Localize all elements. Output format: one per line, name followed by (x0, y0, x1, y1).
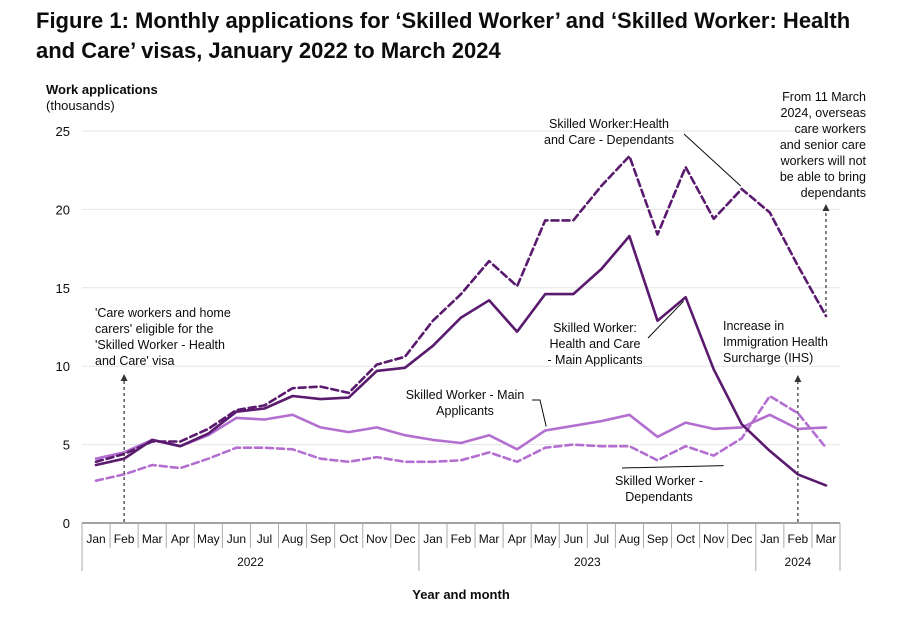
annotation-text: 'Care workers and home carers' eligible f… (95, 306, 231, 368)
x-tick-label: Feb (114, 532, 135, 546)
series-label: Skilled Worker:Health and Care - Dependan… (544, 117, 674, 147)
y-axis-unit: (thousands) (46, 98, 115, 113)
annotation-arrow-head (120, 374, 128, 381)
series-line (94, 154, 828, 464)
series-label-leader (621, 465, 724, 469)
x-tick-label: Jul (594, 532, 609, 546)
x-tick-label: May (534, 532, 557, 546)
x-tick-label: Aug (282, 532, 303, 546)
annotation-arrow-head (822, 204, 830, 211)
x-tick-label: Oct (339, 532, 358, 546)
x-axis: Jan Feb Mar Apr May Jun Jul Aug Sep Oct Nov Dec Jan F… (81, 522, 841, 571)
x-tick-label: May (197, 532, 220, 546)
x-tick-label: Jun (564, 532, 583, 546)
x-tick-label: Jan (760, 532, 779, 546)
x-tick-label: Sep (310, 532, 332, 546)
x-tick-label: Apr (508, 532, 527, 546)
x-tick-label: Feb (451, 532, 472, 546)
annotation-text: Increase in Immigration Health Surcharge (… (723, 319, 828, 365)
annotation-arrow-head (794, 375, 802, 382)
series-line (94, 234, 828, 487)
x-tick-label: Feb (788, 532, 809, 546)
x-tick-label: Dec (731, 532, 752, 546)
annotation-text: From 11 March 2024, overseas care workers a… (780, 90, 867, 200)
series-labels: Skilled Worker:Health and Care - Dependan… (406, 117, 742, 504)
x-tick-label: Mar (479, 532, 500, 546)
y-tick-label: 0 (63, 516, 70, 531)
y-tick-label: 20 (56, 202, 70, 217)
x-tick-label: Aug (619, 532, 640, 546)
x-tick-label: Mar (142, 532, 163, 546)
y-tick-label: 15 (56, 281, 70, 296)
x-tick-label: Jul (257, 532, 272, 546)
year-label: 2024 (785, 555, 812, 569)
year-label: 2023 (574, 555, 601, 569)
x-tick-label: Sep (647, 532, 669, 546)
year-label: 2022 (237, 555, 264, 569)
y-tick-label: 10 (56, 359, 70, 374)
x-tick-label: Oct (676, 532, 695, 546)
x-tick-label: Apr (171, 532, 190, 546)
series-label: Skilled Worker - Main Applicants (406, 388, 525, 418)
x-tick-label: Mar (816, 532, 837, 546)
y-axis-ticks: 0 5 10 15 20 25 (56, 124, 70, 531)
series-label-leader (647, 300, 684, 339)
x-tick-label: Nov (703, 532, 724, 546)
series-lines (94, 154, 828, 487)
figure-title: Figure 1: Monthly applications for ‘Skil… (36, 8, 851, 63)
y-tick-label: 25 (56, 124, 70, 139)
x-tick-label: Jan (423, 532, 442, 546)
series-line (94, 394, 828, 483)
x-tick-label: Nov (366, 532, 387, 546)
series-label: Skilled Worker -Dependants (615, 474, 703, 504)
series-label-leader (683, 133, 742, 187)
annotations: 'Care workers and home carers' eligible f… (95, 90, 867, 522)
y-axis-title: Work applications (46, 82, 158, 97)
x-axis-title: Year and month (412, 587, 510, 602)
x-tick-label: Dec (394, 532, 415, 546)
x-tick-label: Jan (86, 532, 105, 546)
series-label: Skilled Worker: Health and Care - Main App… (547, 321, 642, 367)
y-tick-label: 5 (63, 438, 70, 453)
x-tick-label: Jun (227, 532, 246, 546)
series-line (94, 413, 828, 461)
series-label-leader (532, 399, 547, 427)
